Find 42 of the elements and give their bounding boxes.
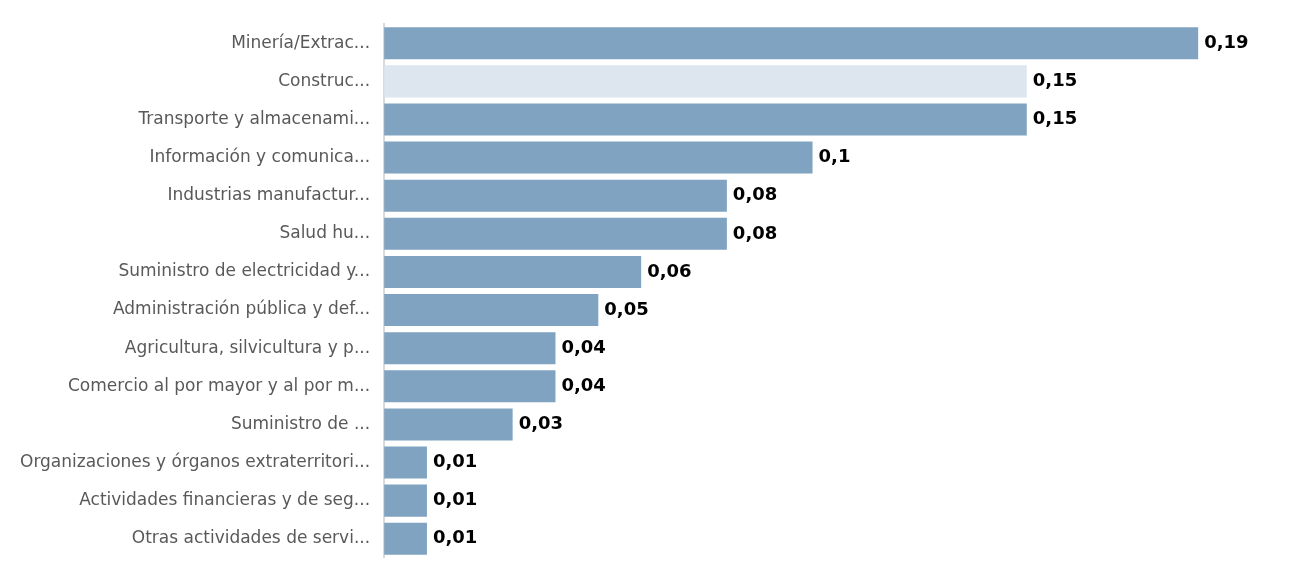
bar — [384, 408, 513, 441]
y-tick-label: Comercio al por mayor y al por m... — [67, 374, 371, 395]
data-label: 0,08 — [732, 183, 778, 205]
y-tick-label: Construc... — [278, 69, 371, 90]
bar — [384, 217, 727, 250]
y-tick-label: Suministro de ... — [230, 412, 371, 433]
bar — [384, 522, 427, 555]
y-tick-label: Información y comunica... — [149, 146, 371, 167]
data-label: 0,05 — [604, 297, 649, 319]
data-label: 0,03 — [518, 412, 564, 434]
bar — [384, 294, 599, 327]
y-tick-label: Salud hu... — [279, 222, 371, 243]
bar — [384, 484, 427, 517]
data-label: 0,15 — [1032, 107, 1078, 129]
y-tick-label: Administración pública y def... — [112, 298, 371, 319]
bar — [384, 179, 727, 212]
y-tick-label: Industrias manufactur... — [167, 184, 371, 205]
bar — [384, 446, 427, 479]
data-label: 0,04 — [561, 373, 606, 395]
data-label: 0,19 — [1204, 30, 1249, 52]
bar — [384, 65, 1027, 98]
y-tick-label: Actividades financieras y de seg... — [79, 489, 371, 510]
y-tick-label: Agricultura, silvicultura y p... — [124, 336, 371, 357]
bar — [384, 332, 556, 365]
data-label: 0,15 — [1032, 69, 1078, 91]
data-label: 0,1 — [818, 145, 851, 167]
bar — [384, 255, 642, 288]
y-tick-label: Minería/Extrac... — [231, 31, 371, 52]
data-label: 0,06 — [647, 259, 692, 281]
data-label: 0,01 — [432, 526, 478, 548]
y-tick-label: Transporte y almacenami... — [137, 107, 371, 128]
y-tick-label: Organizaciones y órganos extraterritori... — [20, 450, 371, 471]
bar — [384, 141, 813, 174]
y-tick-label: Otras actividades de servi... — [131, 527, 371, 548]
bar — [384, 370, 556, 403]
bar — [384, 103, 1027, 136]
data-label: 0,01 — [432, 488, 478, 510]
bar — [384, 27, 1199, 60]
data-label: 0,08 — [732, 221, 778, 243]
data-label: 0,01 — [432, 450, 478, 472]
y-tick-label: Suministro de electricidad y... — [118, 260, 371, 281]
data-label: 0,04 — [561, 335, 606, 357]
